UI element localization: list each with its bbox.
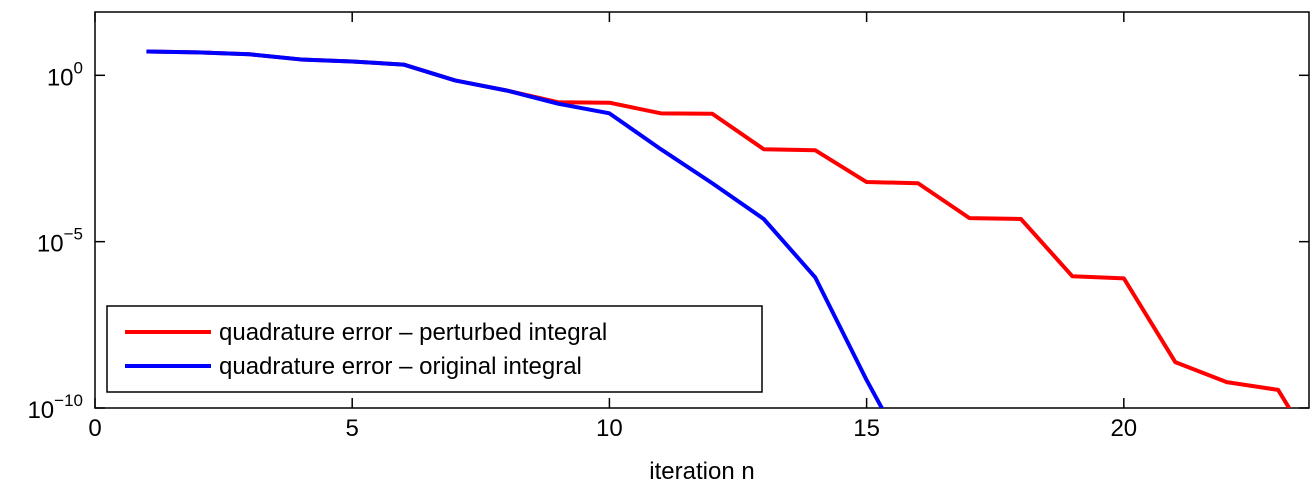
x-tick-label: 5 <box>346 415 359 442</box>
data-line <box>146 49 1292 408</box>
legend-label: quadrature error – perturbed integral <box>219 319 607 346</box>
legend-box <box>106 305 763 393</box>
x-tick-label: 15 <box>853 415 880 442</box>
x-tick-label: 0 <box>88 415 101 442</box>
plot-frame <box>94 11 1310 409</box>
x-tick-label: 20 <box>1110 415 1137 442</box>
x-axis-label: iteration n <box>649 458 754 485</box>
y-tick-label: 10−10 <box>27 391 83 424</box>
y-tick-label: 100 <box>47 58 83 91</box>
plot-lines <box>146 49 1292 408</box>
legend-label: quadrature error – original integral <box>219 353 582 380</box>
x-tick-label: 10 <box>596 415 623 442</box>
y-tick-label: 10−5 <box>37 225 83 258</box>
data-line <box>146 49 885 408</box>
